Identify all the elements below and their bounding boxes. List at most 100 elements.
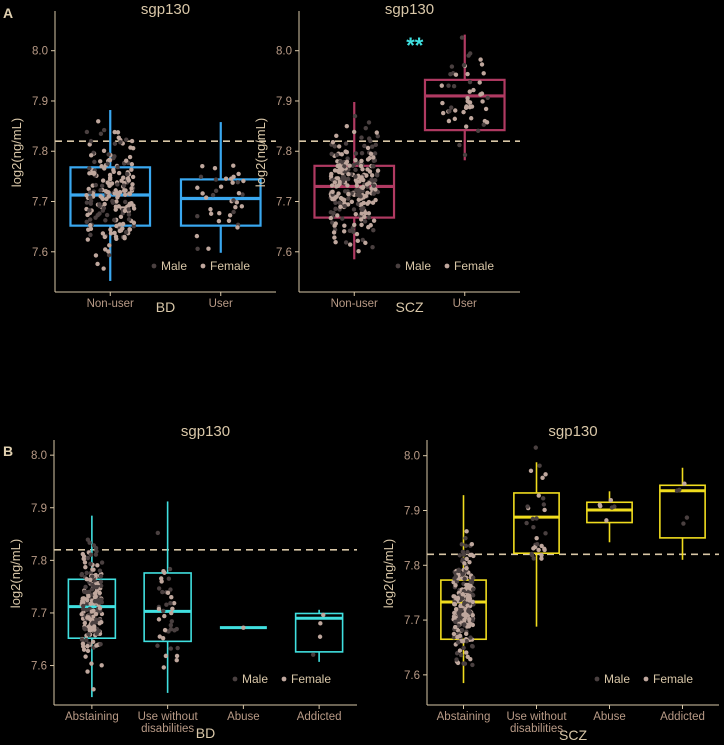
data-point-female: [91, 614, 96, 619]
data-point-male: [168, 646, 174, 651]
data-point-female: [80, 596, 85, 601]
data-point-female: [97, 605, 103, 611]
data-point-male: [84, 589, 89, 595]
data-point-male: [118, 140, 123, 145]
chart-b1: sgp130 log2(ng/mL) BD 7.6 7.7 7.8 7.9 8.0 Abstai…: [8, 423, 357, 741]
x-tick-label: Abuse: [593, 711, 626, 723]
data-point-female: [130, 182, 135, 187]
legend-female-label: Female: [653, 672, 693, 686]
data-point-male: [453, 574, 458, 579]
data-point-male: [337, 200, 342, 205]
x-tick-label: Addicted: [660, 711, 705, 723]
data-point-male: [97, 600, 102, 605]
data-point-female: [464, 566, 469, 571]
box-iqr: [294, 612, 344, 653]
significance-annotation: **: [406, 33, 424, 58]
data-point-male: [168, 587, 173, 592]
y-tick-label: 7.6: [404, 670, 420, 682]
data-point-male: [458, 652, 464, 658]
data-point-male: [462, 576, 467, 582]
data-point-female: [241, 178, 246, 184]
data-point-male: [84, 219, 89, 225]
data-point-female: [355, 238, 361, 244]
data-point-female: [452, 610, 457, 616]
data-point-female: [92, 624, 97, 629]
x-tick-label: User: [453, 298, 477, 310]
data-point-female: [471, 87, 476, 93]
data-point-female: [93, 253, 99, 258]
y-tick-label: 7.9: [31, 503, 47, 515]
y-tick-label: 7.8: [276, 146, 292, 158]
data-point-female: [345, 183, 350, 188]
chart-title: sgp130: [181, 423, 230, 440]
data-point-female: [467, 559, 472, 565]
data-point-female: [120, 226, 125, 231]
data-point-male: [87, 540, 92, 545]
data-point-female: [461, 109, 466, 115]
data-point-female: [367, 169, 373, 174]
data-point-female: [370, 200, 376, 205]
legend-male-label: Male: [604, 672, 630, 686]
data-point-male: [126, 207, 131, 212]
data-point-female: [101, 266, 106, 271]
data-point-male: [168, 622, 174, 628]
data-point-female: [98, 159, 103, 164]
data-point-male: [449, 105, 454, 110]
data-point-male: [356, 189, 362, 195]
data-point-female: [112, 230, 117, 236]
data-point-female: [460, 591, 465, 597]
data-point-male: [371, 183, 377, 188]
data-point-female: [174, 658, 179, 663]
data-point-female: [462, 561, 467, 566]
data-point-male: [469, 578, 475, 584]
data-point-female: [359, 175, 364, 180]
data-point-female: [159, 579, 164, 584]
data-point-female: [100, 196, 106, 202]
data-point-female: [463, 613, 468, 619]
data-point-male: [79, 637, 85, 642]
data-point-female: [208, 211, 214, 216]
data-point-female: [374, 130, 379, 135]
data-point-female: [127, 191, 132, 196]
y-tick-label: 7.7: [404, 615, 420, 627]
data-point-female: [88, 577, 93, 583]
data-point-female: [371, 218, 377, 223]
x-tick-label: Addicted: [297, 711, 342, 723]
data-point-male: [366, 120, 372, 125]
data-point-female: [347, 163, 352, 168]
chart-a2: sgp130 log2(ng/mL) SCZ 7.6 7.7 7.8 7.9 8.0 Non-u…: [253, 1, 520, 315]
data-point-male: [87, 166, 92, 171]
data-point-male: [525, 504, 530, 509]
data-point-female: [452, 624, 458, 630]
y-tick-label: 7.8: [32, 146, 48, 158]
data-point-female: [99, 164, 104, 169]
data-point-female: [127, 227, 132, 232]
data-point-male: [94, 617, 99, 622]
data-point-female: [157, 634, 162, 639]
data-point-male: [86, 632, 91, 637]
data-point-male: [84, 637, 89, 643]
data-point-male: [126, 212, 132, 217]
data-point-female: [353, 157, 358, 163]
data-point-female: [375, 168, 381, 173]
data-point-female: [373, 187, 378, 192]
data-point-male: [93, 545, 99, 551]
data-point-male: [448, 71, 453, 77]
data-point-female: [359, 158, 364, 164]
box-iqr: [586, 501, 633, 524]
data-point-female: [156, 617, 162, 622]
data-point-female: [241, 625, 246, 630]
data-point-female: [467, 89, 472, 94]
data-point-male: [106, 252, 112, 258]
data-point-male: [529, 552, 535, 558]
data-point-male: [456, 623, 461, 628]
data-point-female: [91, 608, 96, 613]
data-point-male: [346, 196, 351, 201]
data-point-female: [455, 595, 461, 601]
data-point-female: [534, 536, 539, 541]
data-point-female: [93, 594, 98, 599]
data-point-male: [462, 661, 468, 666]
box-iqr: [659, 484, 706, 539]
y-tick-label: 7.6: [276, 247, 292, 259]
